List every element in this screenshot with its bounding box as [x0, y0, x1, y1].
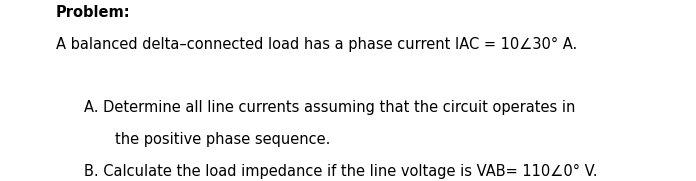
- Text: A balanced delta–connected load has a phase current IAC = 10∠30° A.: A balanced delta–connected load has a ph…: [56, 37, 577, 52]
- Text: the positive phase sequence.: the positive phase sequence.: [115, 132, 330, 147]
- Text: Problem:: Problem:: [56, 5, 130, 20]
- Text: B. Calculate the load impedance if the line voltage is VAB= 110∠0° V.: B. Calculate the load impedance if the l…: [84, 164, 597, 179]
- Text: A. Determine all line currents assuming that the circuit operates in: A. Determine all line currents assuming …: [84, 100, 575, 115]
